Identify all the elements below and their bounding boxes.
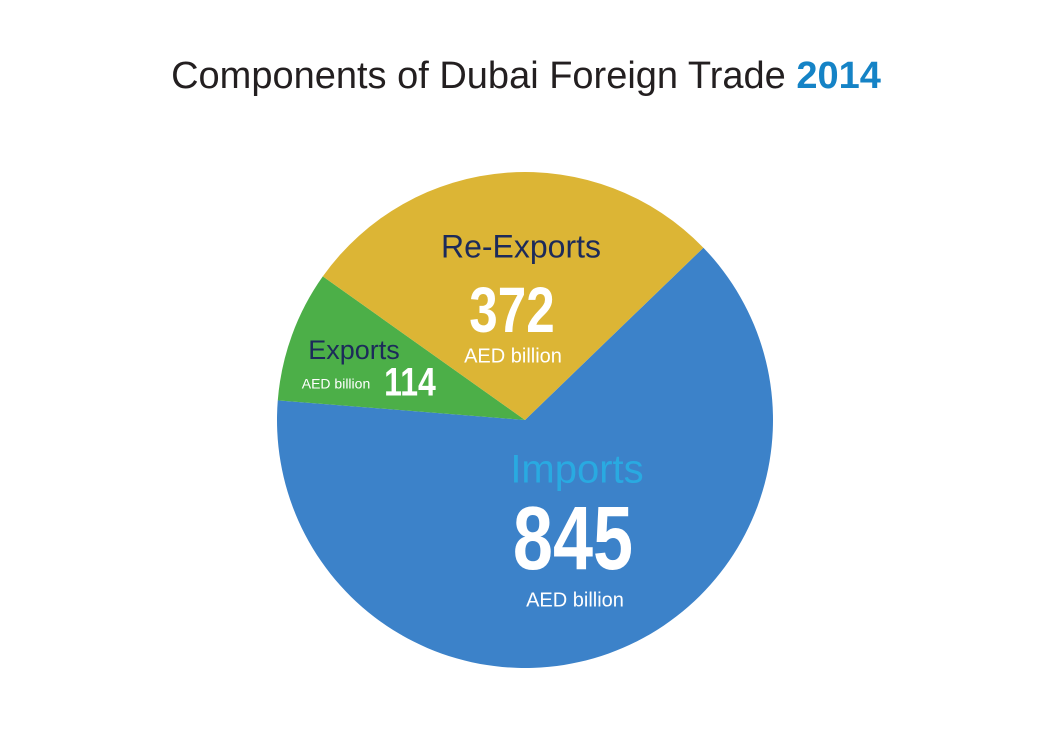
chart-title: Components of Dubai Foreign Trade 2014 — [171, 55, 881, 97]
pie-slice — [277, 247, 773, 669]
slice-label: Exports — [308, 335, 400, 365]
unit-label: AED billion — [302, 376, 370, 392]
value-label: 372 — [469, 276, 554, 347]
value-label: 114 — [384, 359, 436, 404]
title-year: 2014 — [796, 55, 881, 97]
title-text: Components of Dubai Foreign Trade — [171, 55, 786, 97]
unit-label: AED billion — [464, 345, 562, 367]
value-label: 845 — [513, 488, 633, 588]
pie-slice — [322, 172, 704, 420]
pie-slice — [277, 276, 525, 420]
unit-label: AED billion — [526, 589, 624, 611]
slice-label: Imports — [510, 448, 643, 492]
slice-label: Re-Exports — [441, 228, 601, 264]
